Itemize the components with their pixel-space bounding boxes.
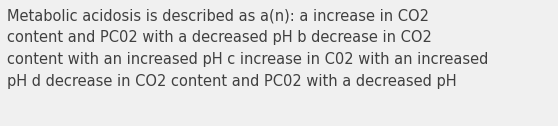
Text: Metabolic acidosis is described as a(n): a increase in CO2
content and PC02 with: Metabolic acidosis is described as a(n):… bbox=[7, 9, 489, 89]
